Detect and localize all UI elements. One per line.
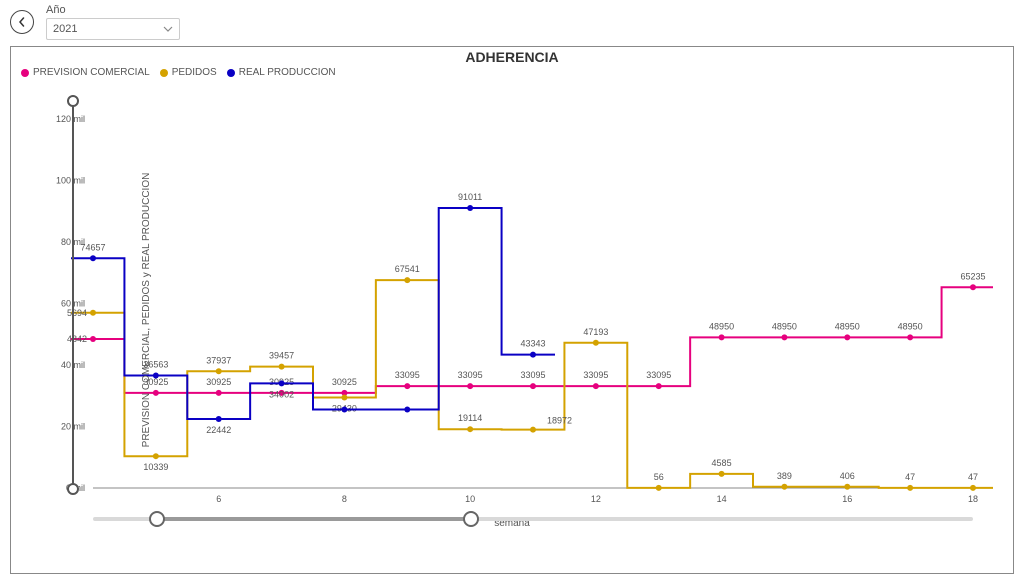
legend-label: PEDIDOS bbox=[172, 67, 217, 78]
svg-text:6: 6 bbox=[216, 494, 221, 504]
legend-dot bbox=[21, 69, 29, 77]
chart-legend: PREVISION COMERCIAL PEDIDOS REAL PRODUCCIO… bbox=[11, 67, 1013, 78]
legend-dot bbox=[227, 69, 235, 77]
legend-label: REAL PRODUCCION bbox=[239, 67, 336, 78]
svg-text:37937: 37937 bbox=[206, 355, 231, 365]
svg-text:33095: 33095 bbox=[395, 370, 420, 380]
legend-item-pedidos[interactable]: PEDIDOS bbox=[160, 67, 217, 78]
x-slider-fill bbox=[156, 517, 470, 521]
chevron-down-icon bbox=[163, 24, 173, 34]
svg-text:10339: 10339 bbox=[143, 462, 168, 472]
year-dropdown-value: 2021 bbox=[53, 23, 77, 35]
svg-text:33095: 33095 bbox=[646, 370, 671, 380]
svg-text:48950: 48950 bbox=[835, 321, 860, 331]
legend-label: PREVISION COMERCIAL bbox=[33, 67, 150, 78]
svg-text:33095: 33095 bbox=[583, 370, 608, 380]
svg-text:33095: 33095 bbox=[520, 370, 545, 380]
chart-plot: 0 mil20 mil40 mil60 mil80 mil100 mil120 … bbox=[33, 78, 993, 516]
svg-text:18972: 18972 bbox=[547, 416, 572, 426]
chart-title: ADHERENCIA bbox=[11, 47, 1013, 65]
x-range-slider[interactable] bbox=[93, 515, 973, 531]
svg-text:47: 47 bbox=[905, 472, 915, 482]
back-button[interactable] bbox=[10, 10, 34, 34]
svg-text:19114: 19114 bbox=[458, 413, 482, 423]
legend-dot bbox=[160, 69, 168, 77]
x-slider-handle-end[interactable] bbox=[463, 511, 479, 527]
y-axis-label: PREVISION COMERCIAL, PEDIDOS y REAL PROD… bbox=[141, 173, 152, 448]
legend-item-prevision[interactable]: PREVISION COMERCIAL bbox=[21, 67, 150, 78]
year-filter-label: Año bbox=[46, 4, 180, 16]
svg-text:389: 389 bbox=[777, 471, 792, 481]
svg-text:48950: 48950 bbox=[898, 321, 923, 331]
svg-text:47: 47 bbox=[968, 472, 978, 482]
svg-text:14: 14 bbox=[717, 494, 727, 504]
svg-text:4585: 4585 bbox=[712, 458, 732, 468]
svg-text:30925: 30925 bbox=[206, 377, 231, 387]
svg-text:16: 16 bbox=[842, 494, 852, 504]
x-slider-handle-start[interactable] bbox=[149, 511, 165, 527]
svg-text:39457: 39457 bbox=[269, 351, 294, 361]
svg-text:33095: 33095 bbox=[458, 370, 483, 380]
y-range-slider[interactable] bbox=[65, 95, 81, 495]
svg-text:48950: 48950 bbox=[709, 321, 734, 331]
svg-text:30925: 30925 bbox=[332, 377, 357, 387]
svg-text:22442: 22442 bbox=[206, 425, 231, 435]
svg-text:91011: 91011 bbox=[458, 192, 482, 202]
svg-text:12: 12 bbox=[591, 494, 601, 504]
svg-text:56: 56 bbox=[654, 472, 664, 482]
svg-text:34002: 34002 bbox=[269, 389, 294, 399]
svg-text:18: 18 bbox=[968, 494, 978, 504]
svg-text:406: 406 bbox=[840, 471, 855, 481]
svg-text:67541: 67541 bbox=[395, 264, 420, 274]
svg-text:10: 10 bbox=[465, 494, 475, 504]
year-dropdown[interactable]: 2021 bbox=[46, 18, 180, 40]
svg-text:8: 8 bbox=[342, 494, 347, 504]
svg-text:65235: 65235 bbox=[960, 271, 985, 281]
svg-text:48950: 48950 bbox=[772, 321, 797, 331]
svg-text:47193: 47193 bbox=[583, 327, 608, 337]
svg-text:43343: 43343 bbox=[520, 339, 545, 349]
legend-item-real[interactable]: REAL PRODUCCION bbox=[227, 67, 336, 78]
svg-text:74657: 74657 bbox=[80, 242, 105, 252]
adherencia-chart: ADHERENCIA PREVISION COMERCIAL PEDIDOS REA… bbox=[10, 46, 1014, 574]
